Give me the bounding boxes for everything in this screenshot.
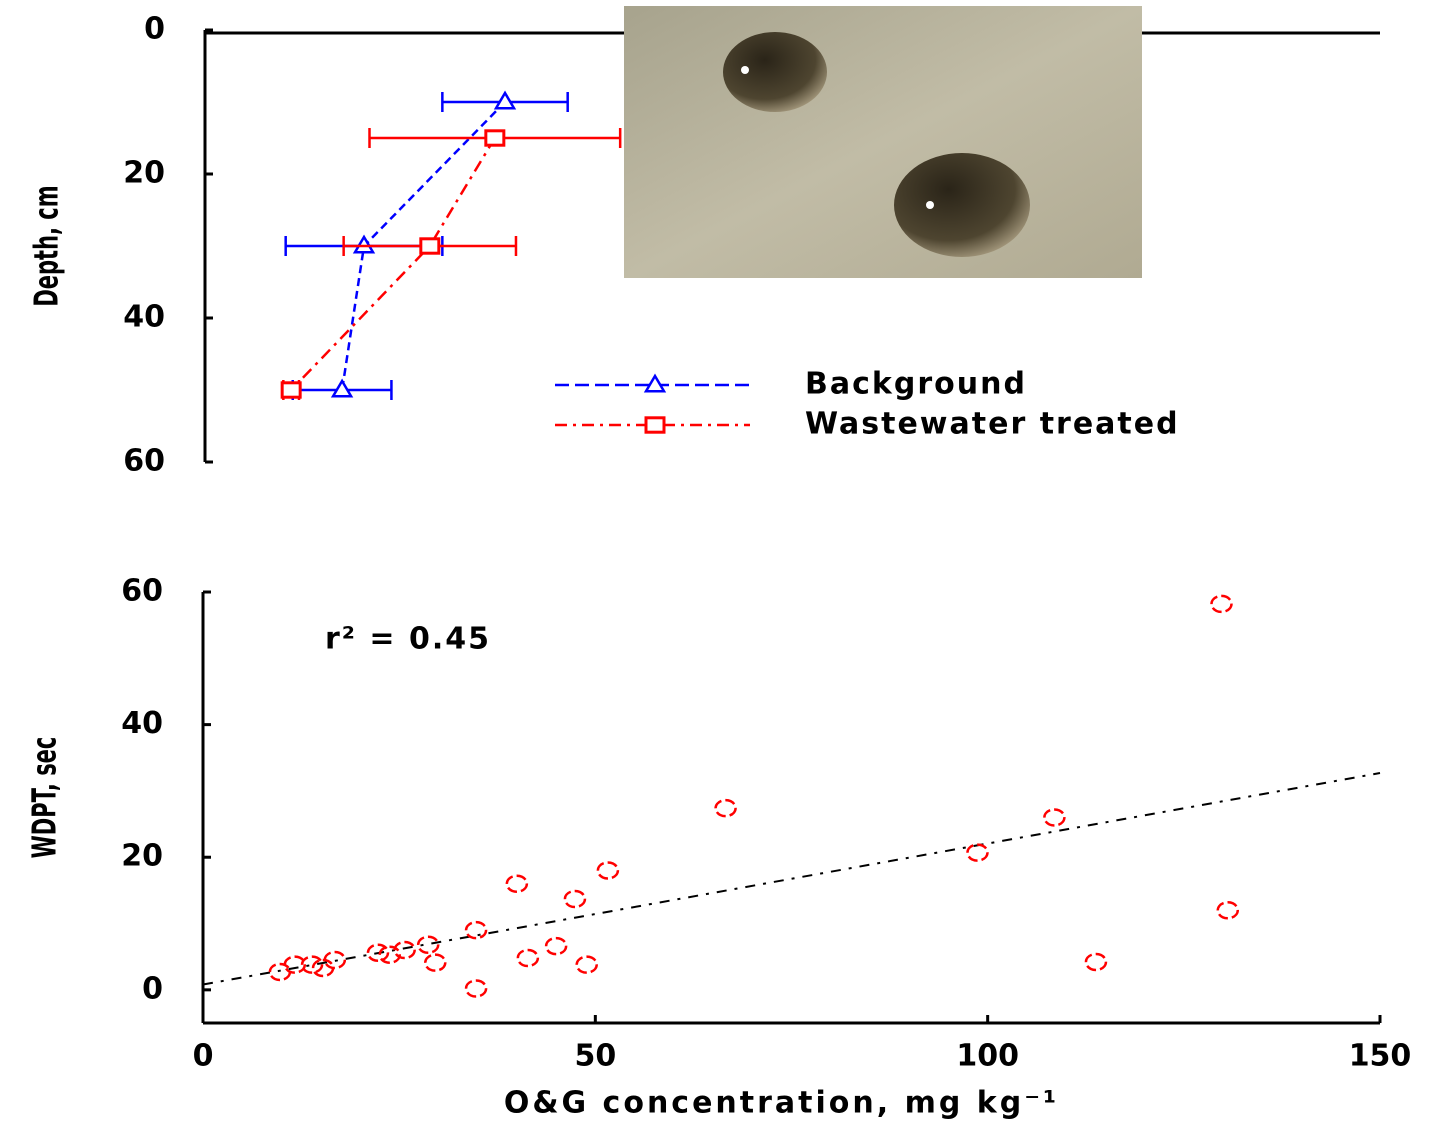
marker <box>311 958 335 978</box>
y-axis-label: WDPT, sec <box>25 737 64 859</box>
x-tick-label: 100 <box>956 1039 1019 1074</box>
marker <box>280 381 302 399</box>
x-axis-label: O&G concentration, mg kg⁻¹ <box>504 1086 1059 1121</box>
marker <box>352 234 376 254</box>
marker <box>505 874 529 894</box>
legend-label: Wastewater treated <box>805 407 1180 442</box>
legend-label: Background <box>805 367 1027 402</box>
y-tick-label: 0 <box>144 12 165 47</box>
marker <box>644 416 666 434</box>
y-tick-label: 0 <box>142 971 163 1006</box>
marker <box>419 237 441 255</box>
marker <box>1210 594 1233 614</box>
marker <box>424 953 447 972</box>
y-tick-label: 40 <box>121 706 163 741</box>
marker <box>464 920 488 940</box>
marker <box>544 936 568 956</box>
marker <box>330 378 354 398</box>
x-tick-label: 50 <box>574 1039 616 1074</box>
marker <box>1084 952 1108 972</box>
y-tick-label: 40 <box>123 300 165 335</box>
x-tick-label: 0 <box>193 1039 214 1074</box>
marker <box>300 955 324 974</box>
x-tick-label: 150 <box>1349 1039 1412 1074</box>
marker <box>416 935 440 955</box>
marker <box>966 843 989 862</box>
y-tick-label: 20 <box>123 156 165 191</box>
marker <box>484 129 506 147</box>
marker <box>596 861 620 880</box>
marker <box>575 955 598 974</box>
series-line <box>290 137 496 391</box>
marker <box>1216 901 1240 920</box>
marker <box>493 90 517 110</box>
marker <box>714 798 737 818</box>
annotation: r² = 0.45 <box>325 622 491 657</box>
y-tick-label: 60 <box>121 574 163 609</box>
y-axis-label: Depth, cm <box>27 185 66 306</box>
marker <box>563 889 587 909</box>
marker <box>464 979 488 998</box>
marker <box>366 943 390 962</box>
marker <box>268 962 292 982</box>
marker <box>1043 808 1066 827</box>
y-tick-label: 60 <box>123 444 165 479</box>
marker <box>643 373 667 393</box>
marker <box>516 948 540 968</box>
marker <box>393 940 416 960</box>
y-tick-label: 20 <box>121 839 163 874</box>
marker <box>378 945 402 964</box>
photo <box>624 6 1142 278</box>
